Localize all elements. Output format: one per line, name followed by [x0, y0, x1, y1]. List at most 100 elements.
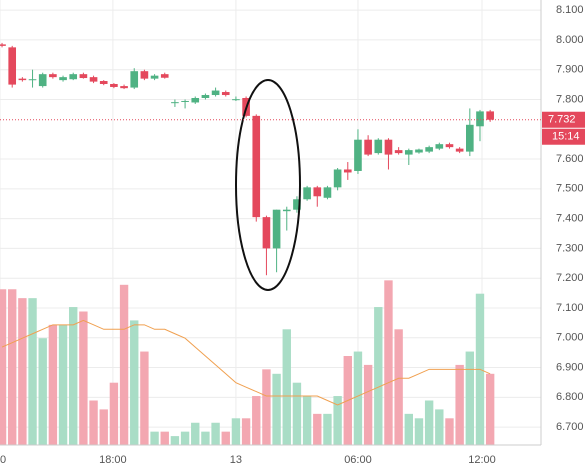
volume-bar [69, 307, 78, 445]
candle-body [343, 169, 352, 173]
volume-bar [99, 409, 108, 445]
volume-bar [262, 369, 271, 445]
candle-body [476, 111, 484, 127]
x-tick-label: 12:00 [468, 454, 496, 466]
candle-body [364, 139, 372, 155]
volume-bar [79, 311, 88, 445]
candle-body [211, 90, 220, 96]
y-tick-label: 7.100 [556, 302, 584, 314]
y-tick-label: 7.500 [556, 183, 584, 195]
volume-ma-line [1, 319, 491, 406]
volume-bar [140, 351, 149, 445]
candle-body [28, 79, 37, 81]
candle-body [18, 78, 27, 81]
volume-bar [58, 324, 68, 445]
volume-bar [313, 413, 322, 445]
y-tick-label: 8.100 [556, 4, 584, 16]
volume-bar [363, 364, 373, 445]
volume-bar [170, 436, 180, 445]
y-tick-label: 7.300 [556, 242, 584, 254]
volume-bar [130, 320, 139, 445]
candle-body [8, 47, 17, 85]
candle-body [445, 144, 454, 148]
volume-bar [424, 400, 434, 445]
volume-bar [252, 396, 261, 445]
x-tick-label: 0 [0, 454, 6, 466]
volume-bar [211, 422, 220, 445]
candle-body [272, 209, 281, 249]
candle-body [282, 209, 291, 212]
candle-body [0, 44, 6, 46]
y-tick-label: 7.900 [556, 64, 584, 76]
candle-body [150, 75, 159, 79]
volume-bar [201, 431, 210, 445]
volume-bar [455, 364, 464, 445]
candle-body [394, 150, 403, 154]
volume-bar [180, 431, 190, 445]
candle-body [415, 149, 423, 153]
candle-body [384, 139, 393, 155]
candle-body [171, 102, 179, 104]
candle-body [120, 86, 128, 89]
candle-body [110, 83, 118, 87]
volume-bar [119, 284, 129, 445]
volume-bar [282, 329, 291, 445]
volume-bar [465, 351, 475, 445]
y-tick-label: 6.700 [556, 421, 584, 433]
candle-body [191, 97, 200, 103]
y-tick-label: 7.600 [556, 153, 584, 165]
volume-bar [89, 400, 98, 445]
volume-bar [109, 382, 119, 445]
candle-body [38, 74, 47, 87]
time-tag-text: 15:14 [552, 131, 580, 143]
y-tick-label: 7.000 [556, 332, 584, 344]
volume-bar [404, 413, 413, 445]
candle-body [232, 99, 240, 101]
candle-body [140, 71, 149, 79]
y-tick-label: 7.200 [556, 272, 584, 284]
candle-body [221, 92, 230, 96]
candle-body [425, 147, 433, 152]
candle-body [466, 124, 474, 152]
price-tag-text: 7.732 [548, 114, 576, 126]
volume-bar [8, 289, 17, 445]
candle-body [181, 100, 189, 102]
volume-bar [333, 396, 342, 445]
candle-body [333, 169, 342, 188]
y-tick-label: 6.800 [556, 391, 584, 403]
volume-bar [445, 418, 454, 445]
candle-body [59, 77, 67, 81]
y-tick-label: 7.800 [556, 93, 584, 105]
volume-bar [18, 298, 27, 445]
y-tick-label: 7.400 [556, 213, 584, 225]
candle-body [79, 74, 88, 79]
annotation-ellipse [235, 79, 301, 291]
volume-bar [221, 431, 230, 445]
candle-body [354, 139, 362, 171]
volume-bar [374, 307, 383, 445]
candle-body [404, 150, 413, 155]
candle-body [435, 144, 444, 149]
candle-body [252, 115, 261, 218]
candle-body [313, 187, 322, 197]
volume-bar [28, 298, 37, 445]
candle-body [201, 95, 210, 98]
volume-bar [394, 329, 403, 445]
candle-body [262, 217, 271, 249]
volume-bar [48, 324, 58, 445]
candle-layer [0, 42, 494, 276]
volume-bar [241, 418, 251, 445]
candle-body [160, 74, 169, 78]
volume-bar [384, 280, 393, 445]
x-tick-label: 18:00 [99, 454, 127, 466]
candle-body [89, 77, 98, 82]
volume-bar [353, 351, 363, 445]
volume-bar [191, 422, 200, 445]
candle-body [374, 139, 383, 154]
candle-body [486, 111, 494, 120]
volume-bar [231, 418, 241, 445]
candle-body [323, 187, 332, 198]
axes: 8.100 8.000 7.900 7.800 7.600 7.500 7.400 7.300… [0, 4, 585, 466]
x-tick-label: 06:00 [344, 454, 372, 466]
